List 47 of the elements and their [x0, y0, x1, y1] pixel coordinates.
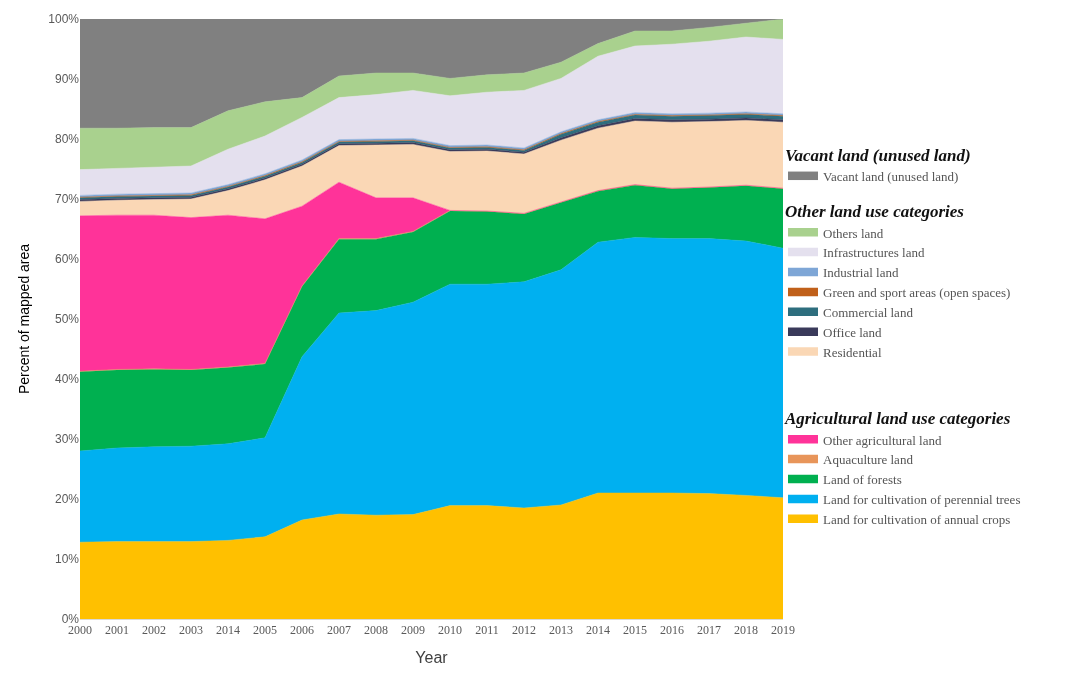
- legend-label: Residential: [823, 344, 882, 360]
- x-tick-label: 2006: [290, 623, 314, 638]
- y-axis-title: Percent of mapped area: [15, 243, 32, 395]
- x-tick-label: 2009: [401, 623, 425, 638]
- x-tick-label: 2013: [549, 623, 573, 638]
- x-tick-label: 2010: [438, 623, 462, 638]
- legend-label: Land of forests: [823, 472, 902, 488]
- legend-label: Office land: [823, 325, 883, 341]
- y-tick-label: 30%: [54, 432, 80, 447]
- legend-label: Other agricultural land: [823, 432, 942, 448]
- y-tick-label: 100%: [48, 12, 80, 27]
- y-tick-label: 60%: [54, 252, 80, 267]
- x-tick-label: 2007: [327, 623, 351, 638]
- y-tick-label: 20%: [54, 492, 80, 507]
- x-tick-label: 2005: [253, 623, 277, 638]
- x-tick-label: 2011: [475, 623, 499, 638]
- x-tick-label: 2016: [660, 623, 684, 638]
- legend-label: Vacant land (unused land): [823, 169, 959, 185]
- x-tick-label: 2003: [179, 623, 203, 638]
- x-axis-title: Year: [415, 649, 449, 667]
- x-tick-label: 2014: [216, 623, 240, 638]
- y-tick-label: 90%: [54, 72, 80, 87]
- x-tick-label: 2017: [697, 623, 721, 638]
- legend-label: Land for cultivation of annual crops: [823, 512, 1011, 528]
- legend-label: Others land: [823, 225, 884, 241]
- y-tick-label: 80%: [54, 132, 80, 147]
- x-tick-label: 2002: [142, 623, 166, 638]
- legend-label: Industrial land: [823, 265, 899, 281]
- y-tick-label: 40%: [54, 372, 80, 387]
- x-tick-label: 2008: [364, 623, 388, 638]
- x-tick-label: 2015: [623, 623, 647, 638]
- text: Vacant land (unused land): [785, 146, 971, 166]
- text: Agricultural land use categories: [784, 409, 1011, 429]
- text: Other land use categories: [785, 202, 965, 222]
- y-tick-label: 50%: [54, 312, 80, 327]
- x-tick-label: 2001: [105, 623, 129, 638]
- legend-label: Infrastructures land: [823, 245, 925, 261]
- x-tick-label: 2019: [771, 623, 795, 638]
- x-tick-label: 2012: [512, 623, 536, 638]
- legend-label: Green and sport areas (open spaces): [823, 285, 1011, 301]
- y-tick-label: 70%: [54, 192, 80, 207]
- legend-label: Land for cultivation of perennial trees: [823, 492, 1021, 508]
- x-tick-label: 2014: [586, 623, 610, 638]
- y-tick-label: 10%: [54, 552, 80, 567]
- legend-label: Commercial land: [823, 305, 914, 321]
- legend-label: Aquaculture land: [823, 452, 914, 468]
- x-tick-label: 2018: [734, 623, 758, 638]
